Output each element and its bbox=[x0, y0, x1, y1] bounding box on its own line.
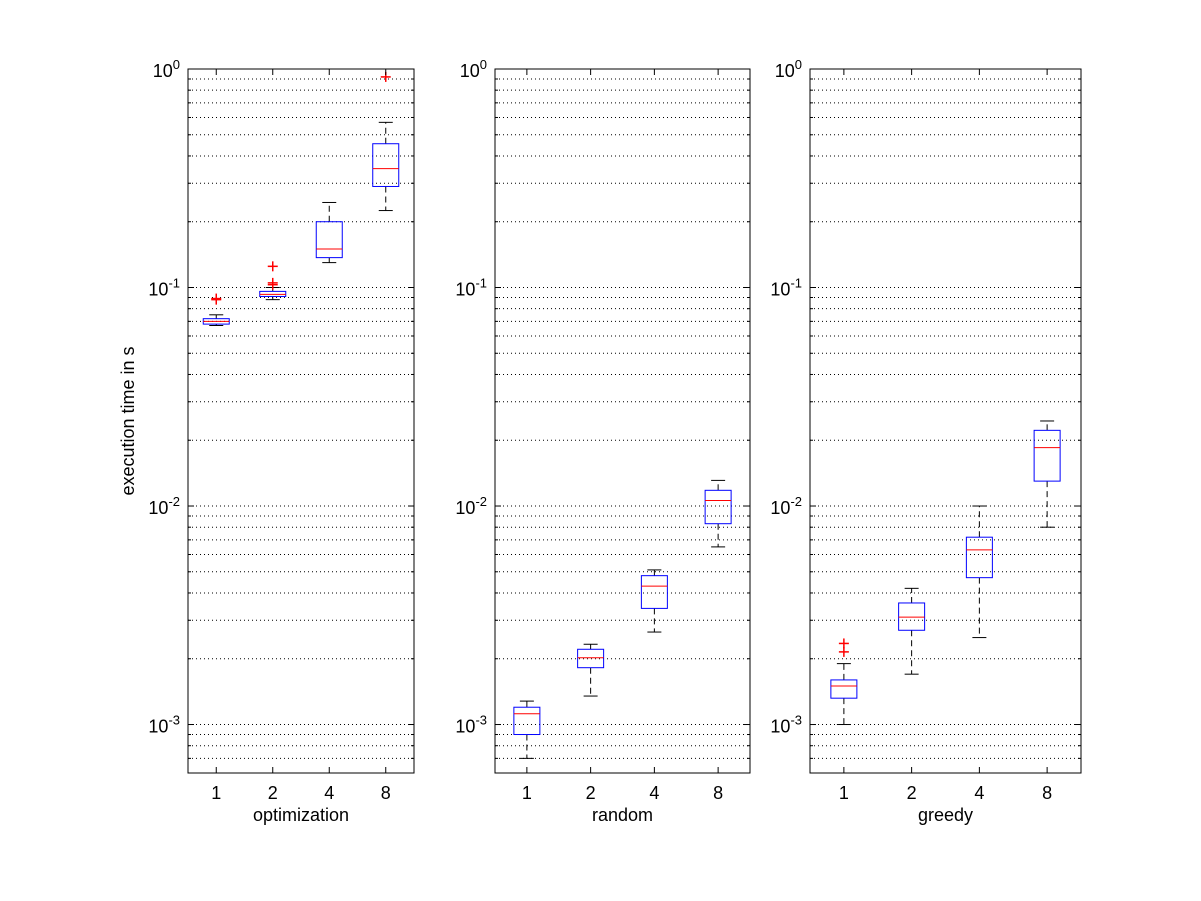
y-tick-label: 10-1 bbox=[148, 276, 180, 300]
x-tick-label: 8 bbox=[1042, 783, 1052, 803]
box-2: 2 bbox=[259, 69, 287, 803]
x-tick-label: 8 bbox=[381, 783, 391, 803]
y-tick-base: 10 bbox=[153, 61, 173, 81]
y-tick-label: 10-1 bbox=[770, 276, 802, 300]
x-axis-label: greedy bbox=[918, 805, 973, 825]
y-tick-label: 10-2 bbox=[148, 494, 180, 518]
box-4: 4 bbox=[640, 69, 668, 803]
box-iqr bbox=[315, 221, 343, 259]
y-tick-exponent: -2 bbox=[475, 494, 487, 509]
box-1: 1 bbox=[830, 69, 858, 803]
x-tick-label: 8 bbox=[713, 783, 723, 803]
y-tick-label: 10-3 bbox=[148, 713, 180, 737]
y-tick-base: 10 bbox=[775, 61, 795, 81]
box-iqr bbox=[898, 602, 926, 631]
y-tick-label: 100 bbox=[775, 57, 802, 81]
x-tick-label: 4 bbox=[974, 783, 984, 803]
y-tick-exponent: -2 bbox=[790, 494, 802, 509]
x-tick-label: 4 bbox=[324, 783, 334, 803]
y-tick-exponent: 0 bbox=[480, 57, 487, 72]
y-axis-label: execution time in s bbox=[118, 346, 138, 495]
box-2: 2 bbox=[898, 69, 926, 803]
y-tick-base: 10 bbox=[455, 717, 475, 737]
box-iqr bbox=[513, 706, 541, 736]
box-iqr bbox=[704, 489, 732, 525]
box-8: 8 bbox=[1033, 69, 1061, 803]
y-tick-label: 100 bbox=[153, 57, 180, 81]
x-tick-label: 2 bbox=[268, 783, 278, 803]
y-tick-base: 10 bbox=[460, 61, 480, 81]
y-tick-exponent: -1 bbox=[790, 276, 802, 291]
y-tick-label: 10-1 bbox=[455, 276, 487, 300]
y-tick-base: 10 bbox=[455, 498, 475, 518]
y-tick-label: 10-2 bbox=[455, 494, 487, 518]
y-tick-label: 100 bbox=[460, 57, 487, 81]
y-tick-base: 10 bbox=[770, 498, 790, 518]
box-4: 4 bbox=[965, 69, 993, 803]
box-iqr bbox=[830, 679, 858, 699]
y-tick-base: 10 bbox=[148, 498, 168, 518]
y-tick-exponent: -2 bbox=[168, 494, 180, 509]
y-tick-exponent: -3 bbox=[790, 713, 802, 728]
x-tick-label: 2 bbox=[907, 783, 917, 803]
box-8: 8 bbox=[372, 69, 400, 803]
y-tick-exponent: -1 bbox=[475, 276, 487, 291]
box-1: 1 bbox=[202, 69, 230, 803]
x-tick-label: 1 bbox=[522, 783, 532, 803]
y-tick-label: 10-3 bbox=[455, 713, 487, 737]
box-iqr bbox=[372, 143, 400, 187]
y-tick-label: 10-2 bbox=[770, 494, 802, 518]
box-iqr bbox=[640, 575, 668, 609]
y-tick-exponent: -3 bbox=[168, 713, 180, 728]
box-iqr bbox=[577, 648, 605, 669]
box-1: 1 bbox=[513, 69, 541, 803]
plot-area bbox=[495, 69, 750, 773]
x-axis-label: random bbox=[592, 805, 653, 825]
y-tick-base: 10 bbox=[455, 280, 475, 300]
y-tick-exponent: 0 bbox=[173, 57, 180, 72]
x-axis-label: optimization bbox=[253, 805, 349, 825]
y-tick-base: 10 bbox=[148, 280, 168, 300]
x-tick-label: 1 bbox=[211, 783, 221, 803]
x-tick-label: 1 bbox=[839, 783, 849, 803]
box-8: 8 bbox=[704, 69, 732, 803]
plot-area bbox=[810, 69, 1081, 773]
x-tick-label: 4 bbox=[649, 783, 659, 803]
box-iqr bbox=[965, 536, 993, 579]
axes-frame bbox=[187, 68, 415, 774]
box-iqr bbox=[1033, 429, 1061, 482]
plot-area bbox=[188, 69, 414, 773]
axes-frame bbox=[809, 68, 1082, 774]
x-tick-label: 2 bbox=[586, 783, 596, 803]
box-4: 4 bbox=[315, 69, 343, 803]
y-tick-base: 10 bbox=[770, 717, 790, 737]
y-tick-label: 10-3 bbox=[770, 713, 802, 737]
y-tick-exponent: 0 bbox=[795, 57, 802, 72]
y-tick-base: 10 bbox=[148, 717, 168, 737]
box-2: 2 bbox=[577, 69, 605, 803]
axes-frame bbox=[494, 68, 751, 774]
y-tick-base: 10 bbox=[770, 280, 790, 300]
y-tick-exponent: -1 bbox=[168, 276, 180, 291]
y-tick-exponent: -3 bbox=[475, 713, 487, 728]
